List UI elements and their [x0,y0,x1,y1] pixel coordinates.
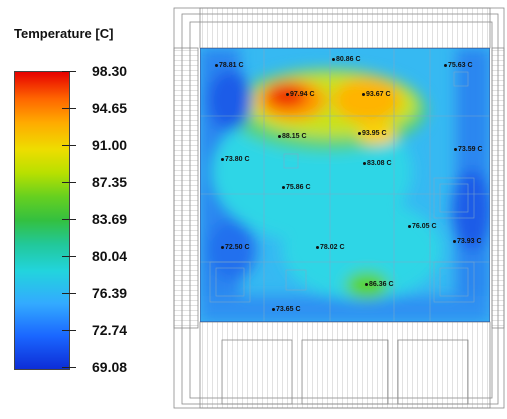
temp-reading: 93.95 C [358,130,387,137]
reading-dot [278,134,281,138]
temp-reading: 73.65 C [272,306,301,313]
legend-tick [62,145,76,146]
reading-dot [453,239,456,243]
temp-reading: 88.15 C [278,133,307,140]
temp-reading: 86.36 C [365,281,394,288]
temp-reading: 97.94 C [286,91,315,98]
reading-dot [362,92,365,96]
reading-value: 73.59 C [458,146,483,153]
temp-reading: 76.05 C [408,223,437,230]
legend-value: 76.39 [92,285,128,301]
reading-value: 75.86 C [286,184,311,191]
reading-value: 86.36 C [369,281,394,288]
temp-reading: 75.63 C [444,62,473,69]
building-outline [173,7,505,409]
legend-tick [62,293,76,294]
temp-reading: 73.93 C [453,238,482,245]
reading-value: 83.08 C [367,160,392,167]
legend-tick [62,367,76,368]
legend-value: 98.30 [92,63,128,79]
temp-reading: 80.86 C [332,56,361,63]
reading-dot [358,131,361,135]
legend-tick [62,256,76,257]
reading-value: 88.15 C [282,133,307,140]
temp-reading: 72.50 C [221,244,250,251]
reading-dot [454,147,457,151]
temp-reading: 83.08 C [363,160,392,167]
color-scale-bar [14,71,70,370]
reading-dot [221,245,224,249]
legend-value: 72.74 [92,322,128,338]
legend-tick [62,182,76,183]
legend-tick [62,219,76,220]
legend-value: 91.00 [92,137,128,153]
temp-reading: 75.86 C [282,184,311,191]
reading-value: 73.93 C [457,238,482,245]
reading-dot [282,185,285,189]
reading-dot [286,92,289,96]
reading-value: 73.65 C [276,306,301,313]
legend-value: 69.08 [92,359,128,375]
legend-tick [62,330,76,331]
reading-dot [365,282,368,286]
legend-value: 87.35 [92,174,128,190]
legend-value: 94.65 [92,100,128,116]
temp-reading: 73.59 C [454,146,483,153]
reading-value: 93.95 C [362,130,387,137]
reading-value: 72.50 C [225,244,250,251]
reading-value: 76.05 C [412,223,437,230]
floor-plan-thermal-map: 78.81 C 80.86 C 75.63 C 97.94 C 93.67 C … [172,0,507,414]
reading-value: 78.02 C [320,244,345,251]
reading-dot [408,224,411,228]
temp-reading: 73.80 C [221,156,250,163]
temp-reading: 78.81 C [215,62,244,69]
reading-dot [221,157,224,161]
legend-title: Temperature [C] [14,26,114,41]
reading-dot [272,307,275,311]
reading-value: 75.63 C [448,62,473,69]
temp-reading: 93.67 C [362,91,391,98]
legend-value: 83.69 [92,211,128,227]
legend-tick [62,108,76,109]
reading-value: 78.81 C [219,62,244,69]
reading-dot [444,63,447,67]
reading-dot [332,57,335,61]
legend-value: 80.04 [92,248,128,264]
floor-plan-drawing [173,7,505,409]
legend-tick [62,71,76,72]
reading-dot [215,63,218,67]
reading-value: 93.67 C [366,91,391,98]
reading-value: 80.86 C [336,56,361,63]
heat-map [200,48,490,322]
reading-dot [316,245,319,249]
reading-value: 73.80 C [225,156,250,163]
temp-reading: 78.02 C [316,244,345,251]
reading-dot [363,161,366,165]
reading-value: 97.94 C [290,91,315,98]
